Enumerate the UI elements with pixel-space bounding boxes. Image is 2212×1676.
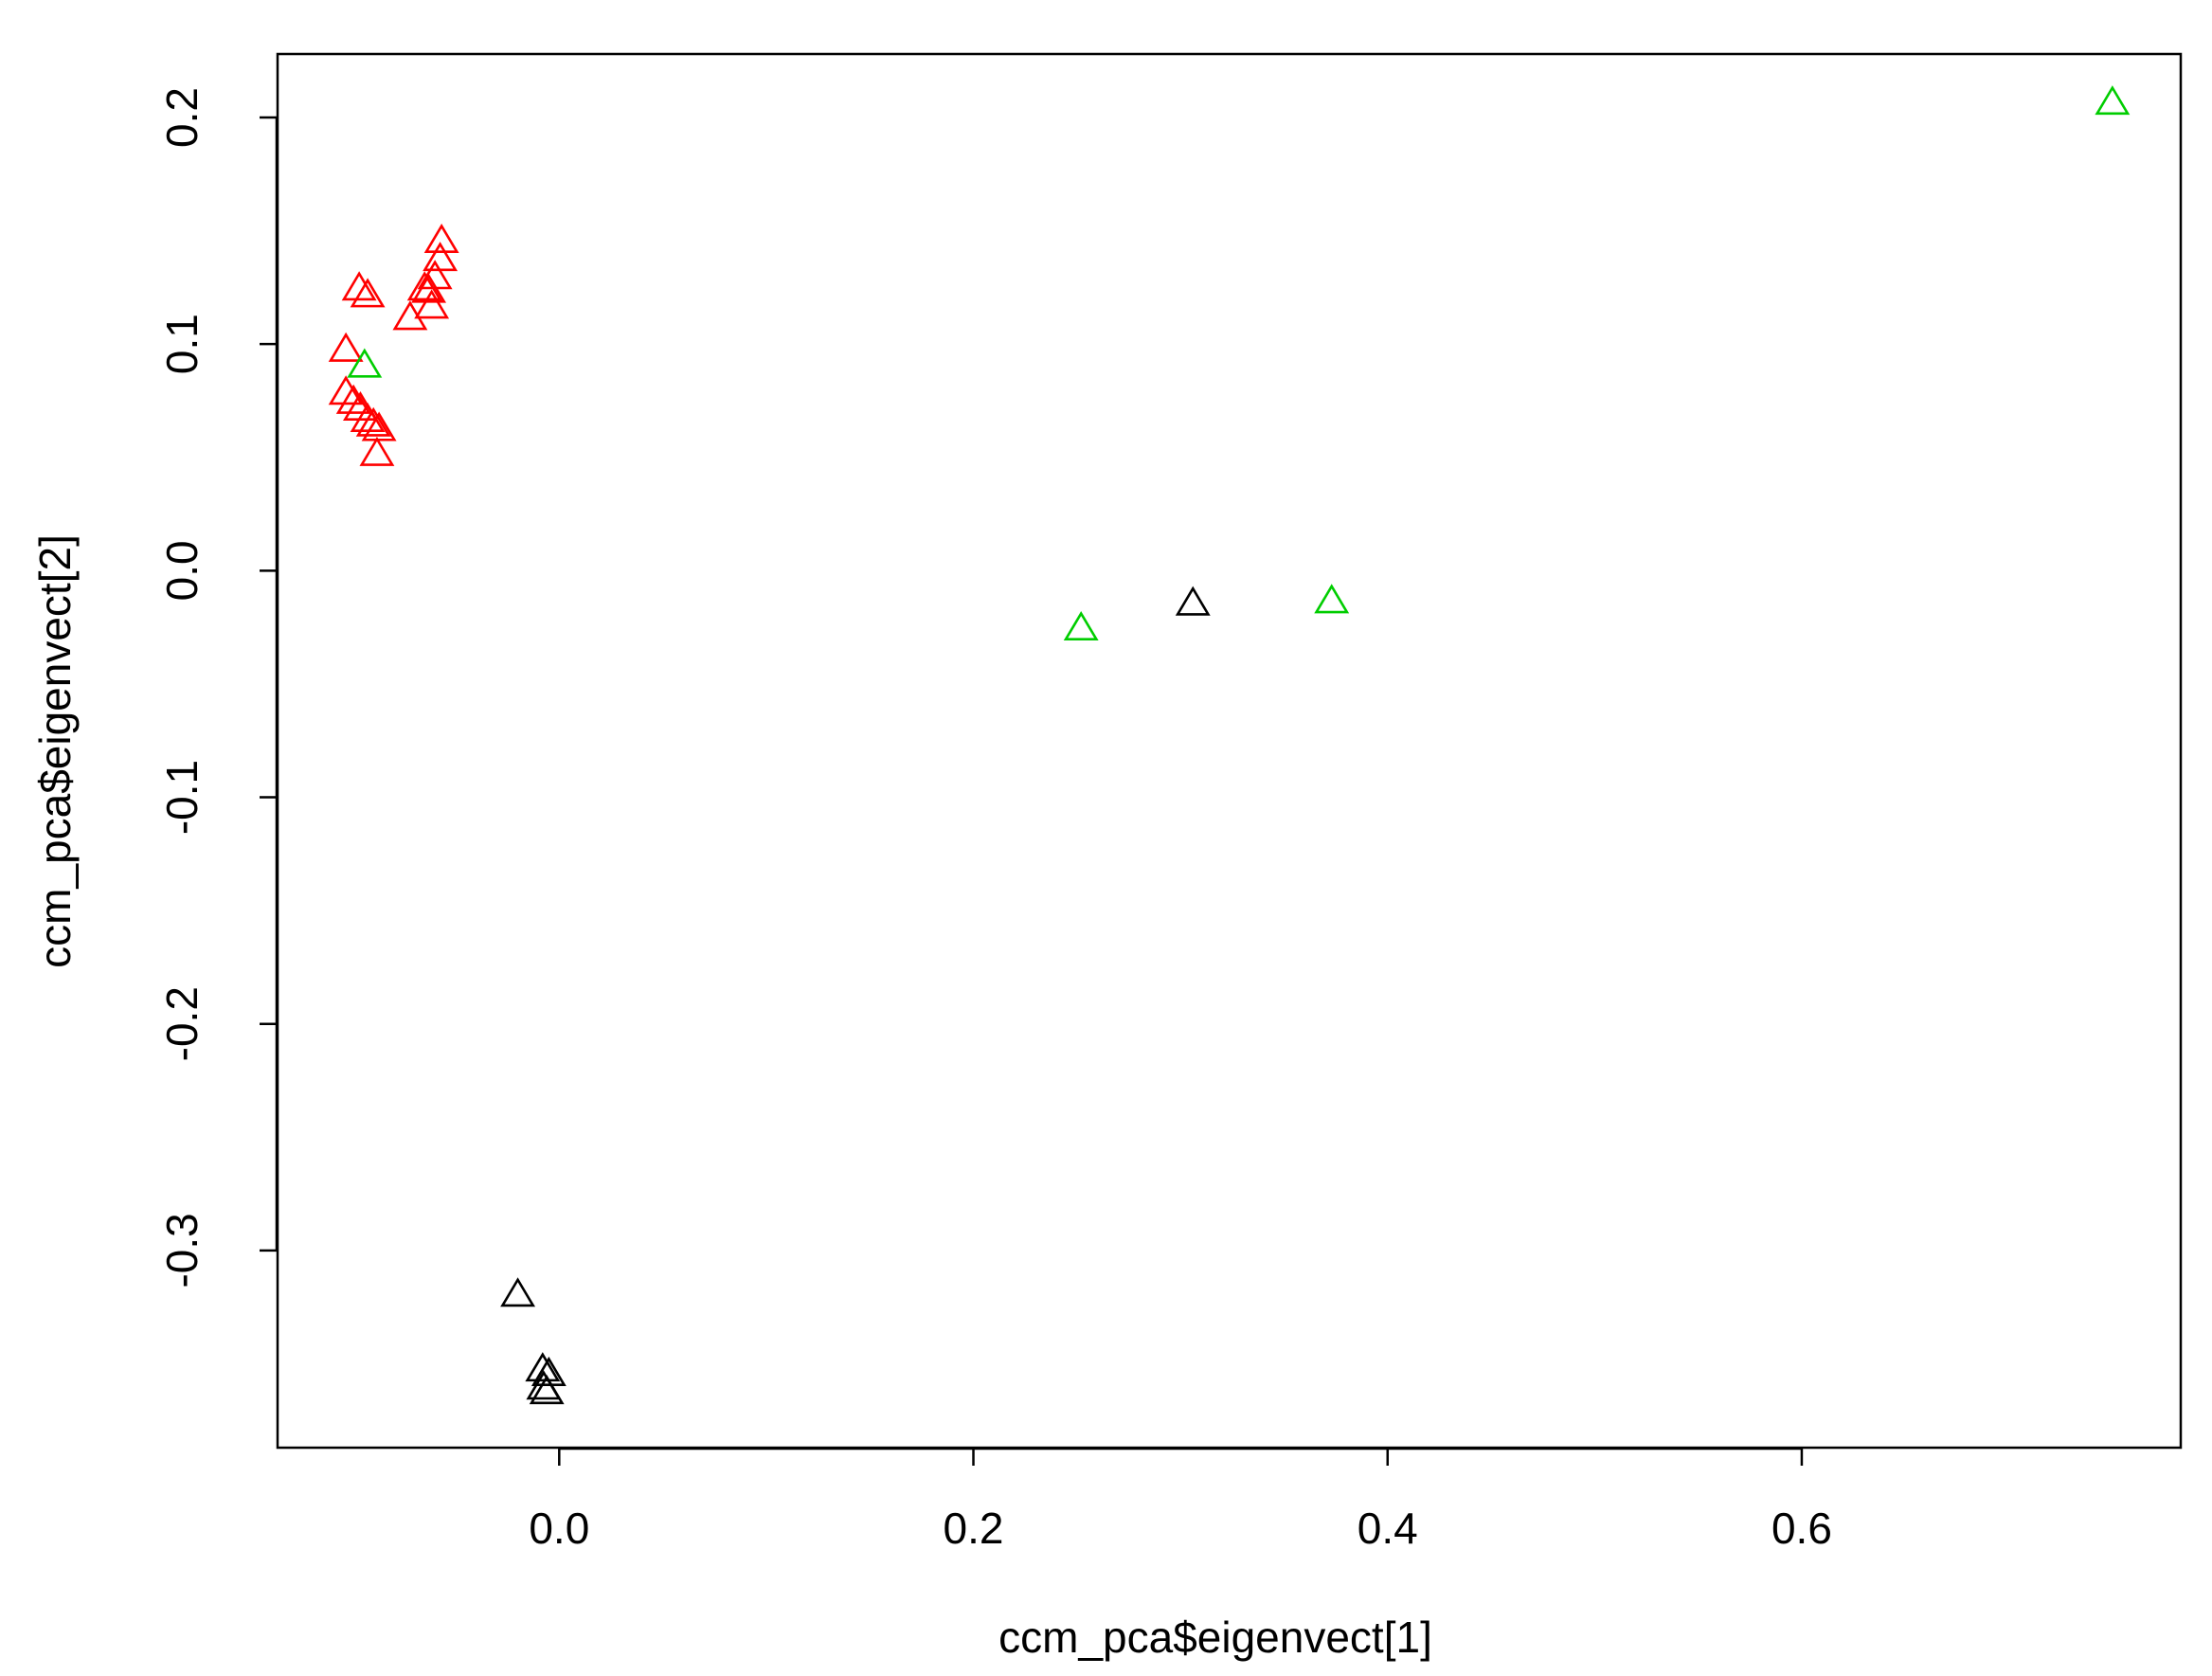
- point: [350, 278, 386, 308]
- point: [361, 411, 397, 442]
- plot-box: [276, 52, 2183, 1450]
- point: [335, 384, 371, 414]
- point: [350, 402, 386, 432]
- point: [531, 1356, 566, 1386]
- x-tick-label: 0.0: [529, 1504, 589, 1553]
- point: [1314, 584, 1350, 614]
- point: [328, 332, 364, 362]
- point: [359, 436, 395, 466]
- y-tick-label: -0.1: [157, 760, 207, 835]
- point: [411, 273, 447, 303]
- y-tick-label: 0.0: [157, 540, 207, 601]
- point: [500, 1277, 536, 1307]
- point: [529, 1375, 565, 1405]
- point: [423, 223, 459, 254]
- y-tick-label: -0.3: [157, 1213, 207, 1288]
- y-tick-label: -0.2: [157, 986, 207, 1061]
- point: [414, 289, 450, 319]
- point: [1063, 610, 1099, 641]
- point: [341, 271, 377, 301]
- point: [525, 1352, 561, 1382]
- x-axis-label: ccm_pca$eigenvect[1]: [998, 1613, 1432, 1662]
- y-tick-label: 0.1: [157, 314, 207, 374]
- x-tick-label: 0.4: [1358, 1504, 1418, 1553]
- point: [347, 348, 383, 378]
- y-tick-label: 0.2: [157, 87, 207, 148]
- point: [1175, 586, 1211, 616]
- point: [328, 375, 364, 405]
- x-tick-label: 0.2: [944, 1504, 1004, 1553]
- y-axis-label: ccm_pca$eigenvect[2]: [30, 534, 80, 968]
- point: [406, 271, 442, 301]
- point: [2095, 85, 2131, 116]
- point: [392, 300, 428, 331]
- x-tick-label: 0.6: [1771, 1504, 1832, 1553]
- point: [355, 406, 391, 437]
